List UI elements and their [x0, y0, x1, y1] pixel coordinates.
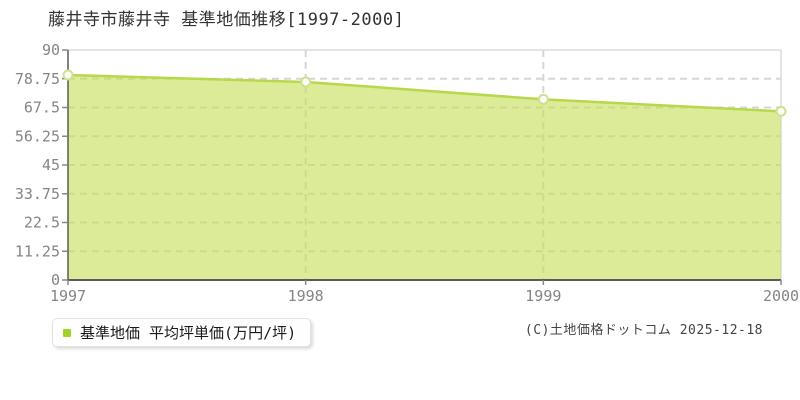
legend-label: 基準地価 平均坪単価(万円/坪)	[80, 324, 297, 342]
y-tick-label: 45	[42, 156, 60, 174]
y-tick-label: 22.5	[24, 214, 60, 232]
y-tick-label: 67.5	[24, 99, 60, 117]
y-tick-label: 11.25	[15, 242, 60, 260]
x-tick-label: 1998	[288, 287, 324, 305]
copyright-text: (C)土地価格ドットコム 2025-12-18	[524, 323, 763, 338]
data-point-1999	[537, 93, 549, 105]
x-tick-label: 2000	[763, 287, 799, 305]
x-tick-label: 1999	[525, 287, 561, 305]
y-tick-label: 90	[42, 41, 60, 59]
x-tick-label: 1997	[50, 287, 86, 305]
price-line	[67, 73, 782, 113]
legend: 基準地価 平均坪単価(万円/坪)	[52, 318, 312, 347]
y-tick-label: 0	[51, 271, 60, 289]
data-point-1997	[62, 69, 74, 81]
y-tick-label: 78.75	[15, 70, 60, 88]
data-point-2000	[775, 105, 787, 117]
legend-square-marker-icon	[63, 328, 71, 337]
area-fill	[68, 75, 781, 281]
y-tick-label: 56.25	[15, 127, 60, 145]
chart-title: 藤井寺市藤井寺 基準地価推移[1997-2000]	[48, 10, 405, 30]
y-tick-label: 33.75	[15, 185, 60, 203]
data-point-1998	[300, 76, 312, 88]
